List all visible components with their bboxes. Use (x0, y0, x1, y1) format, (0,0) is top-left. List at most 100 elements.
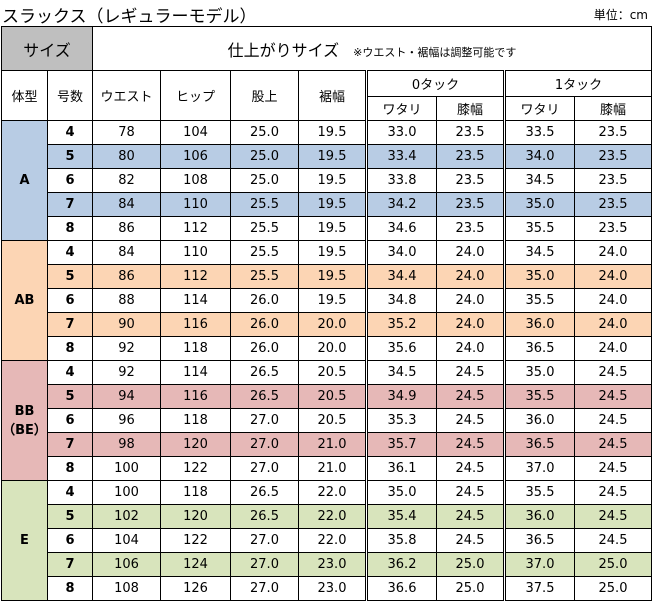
body-type: A (1, 120, 48, 241)
cell: 24.5 (436, 504, 505, 529)
cell: 92 (92, 360, 161, 385)
data-row: 5 94 116 26.5 20.5 34.9 24.5 35.5 24.5 (2, 384, 652, 409)
cell: 120 (160, 504, 231, 529)
cell: 36.2 (365, 552, 437, 577)
cell: 33.4 (365, 144, 437, 169)
cell: 24.5 (574, 432, 652, 457)
cell: 36.5 (503, 528, 575, 553)
cell: 19.5 (298, 288, 367, 313)
cell: 36.0 (503, 408, 575, 433)
cell: 24.5 (574, 384, 652, 409)
cell: 37.0 (503, 552, 575, 577)
size-table: サイズ 仕上がりサイズ ※ウエスト・裾幅は調整可能です 体型 号数 ウエスト ヒップ 股上 裾幅… (1, 26, 652, 601)
cell: 78 (92, 120, 161, 145)
cell: 80 (92, 144, 161, 169)
cell: 23.0 (298, 552, 367, 577)
cell: 20.0 (298, 336, 367, 361)
cell: 34.5 (365, 360, 437, 385)
cell: 94 (92, 384, 161, 409)
cell: 112 (160, 264, 231, 289)
cell: 34.4 (365, 264, 437, 289)
data-row: 7 106 124 27.0 23.0 36.2 25.0 37.0 25.0 (2, 552, 652, 577)
column-header: ヒップ (160, 70, 231, 121)
cell: 86 (92, 216, 161, 241)
cell: 88 (92, 288, 161, 313)
cell: 25.0 (436, 552, 505, 577)
cell: 26.0 (230, 336, 299, 361)
cell: 24.0 (436, 312, 505, 337)
cell: 23.5 (574, 168, 652, 193)
note: ※ウエスト・裾幅は調整可能です (353, 45, 517, 59)
tuck-header: 1タック (503, 70, 652, 97)
cell: 82 (92, 168, 161, 193)
cell: 19.5 (298, 144, 367, 169)
cell: 23.5 (574, 144, 652, 169)
data-row: 6 104 122 27.0 22.0 35.8 24.5 36.5 24.5 (2, 528, 652, 553)
cell: 25.5 (230, 216, 299, 241)
cell: 34.0 (503, 144, 575, 169)
cell: 25.0 (436, 576, 505, 601)
title: スラックス（レギュラーモデル） (2, 7, 257, 27)
cell: 96 (92, 408, 161, 433)
cell: 25.5 (230, 240, 299, 265)
cell: 23.0 (298, 576, 367, 601)
cell: 35.2 (365, 312, 437, 337)
size-number: 7 (47, 552, 93, 577)
cell: 106 (160, 144, 231, 169)
cell: 24.0 (436, 240, 505, 265)
cell: 26.0 (230, 312, 299, 337)
size-number: 4 (47, 120, 93, 145)
cell: 112 (160, 216, 231, 241)
data-row: 7 84 110 25.5 19.5 34.2 23.5 35.0 23.5 (2, 192, 652, 217)
cell: 35.0 (365, 480, 437, 505)
cell: 19.5 (298, 120, 367, 145)
cell: 24.0 (574, 312, 652, 337)
cell: 36.5 (503, 432, 575, 457)
column-header: 股上 (230, 70, 299, 121)
cell: 35.4 (365, 504, 437, 529)
data-row: 5 80 106 25.0 19.5 33.4 23.5 34.0 23.5 (2, 144, 652, 169)
cell: 35.3 (365, 408, 437, 433)
data-row: E 4 100 118 26.5 22.0 35.0 24.5 35.5 24.5 (1, 480, 652, 601)
cell: 100 (92, 456, 161, 481)
cell: 25.5 (230, 264, 299, 289)
size-number: 6 (47, 168, 93, 193)
header-row: ワタリ 膝幅 ワタリ 膝幅 (2, 96, 652, 121)
data-row: 7 90 116 26.0 20.0 35.2 24.0 36.0 24.0 (2, 312, 652, 337)
cell: 90 (92, 312, 161, 337)
body-type: E (1, 480, 48, 601)
cell: 24.0 (574, 336, 652, 361)
cell: 27.0 (230, 408, 299, 433)
cell: 21.0 (298, 456, 367, 481)
cell: 24.0 (574, 288, 652, 313)
sub-column-header: ワタリ (365, 96, 437, 121)
data-row: 8 108 126 27.0 23.0 36.6 25.0 37.5 25.0 (2, 576, 652, 601)
cell: 19.5 (298, 192, 367, 217)
cell: 23.5 (436, 144, 505, 169)
data-row: 6 88 114 26.0 19.5 34.8 24.0 35.5 24.0 (2, 288, 652, 313)
cell: 24.5 (436, 432, 505, 457)
cell: 24.0 (436, 288, 505, 313)
cell: 26.5 (230, 480, 299, 505)
cell: 36.0 (503, 504, 575, 529)
cell: 20.0 (298, 312, 367, 337)
cell: 118 (160, 336, 231, 361)
header-row: 体型 号数 ウエスト ヒップ 股上 裾幅 0タック 1タック (1, 70, 652, 121)
cell: 25.0 (230, 144, 299, 169)
title-bar: スラックス（レギュラーモデル） 単位：cm (0, 0, 652, 27)
cell: 23.5 (574, 192, 652, 217)
size-number: 4 (47, 240, 93, 265)
cell: 34.5 (503, 168, 575, 193)
size-number: 5 (47, 384, 93, 409)
cell: 35.5 (503, 384, 575, 409)
cell: 100 (92, 480, 161, 505)
data-row: A 4 78 104 25.0 19.5 33.0 23.5 33.5 23.5 (1, 120, 652, 241)
cell: 35.8 (365, 528, 437, 553)
cell: 19.5 (298, 240, 367, 265)
cell: 104 (160, 120, 231, 145)
size-number: 6 (47, 288, 93, 313)
data-row: 5 86 112 25.5 19.5 34.4 24.0 35.0 24.0 (2, 264, 652, 289)
cell: 23.5 (436, 192, 505, 217)
